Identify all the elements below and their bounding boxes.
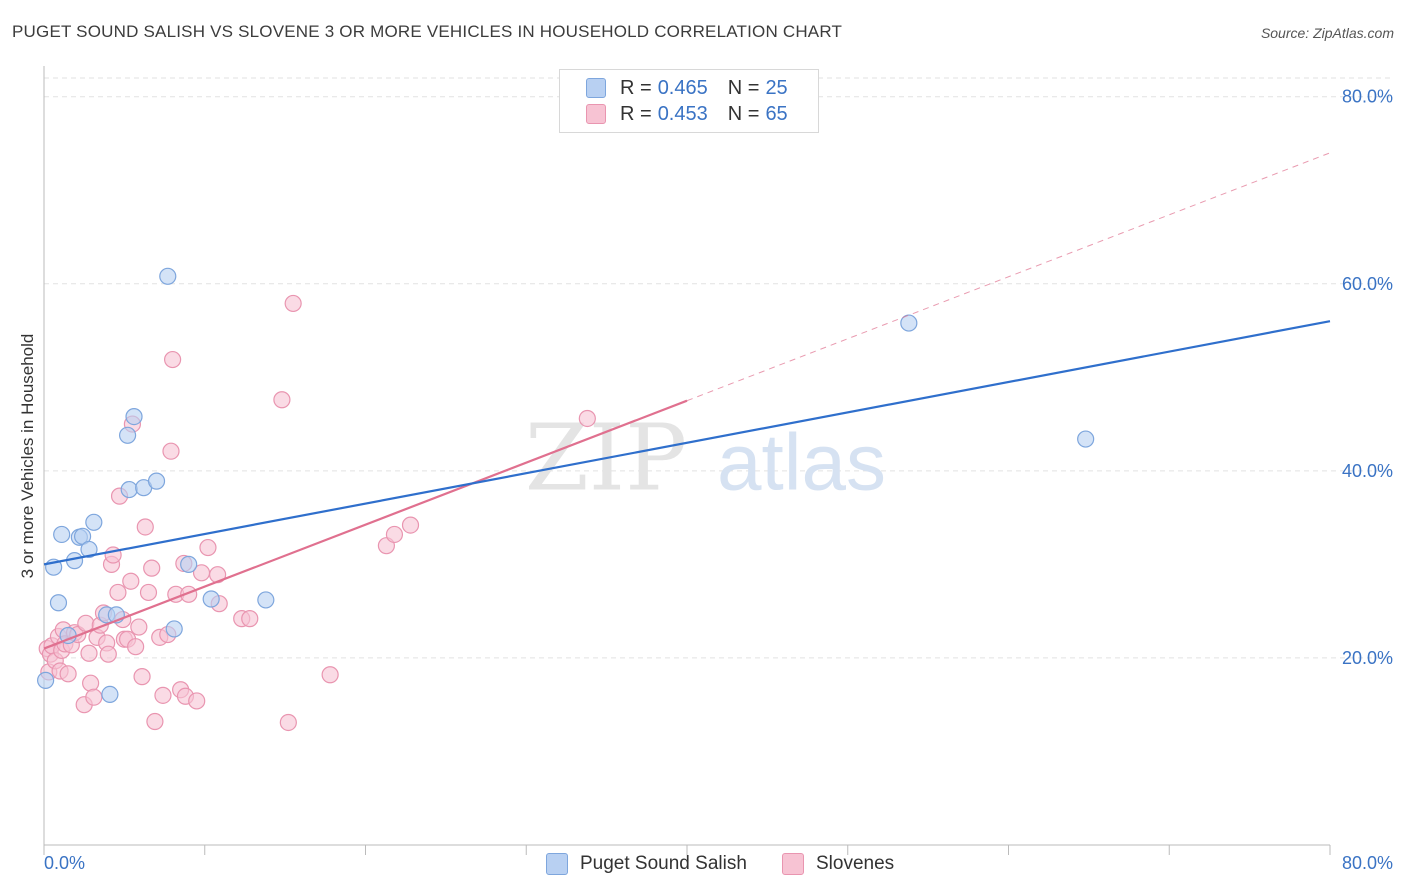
slovene-point: [109, 583, 127, 602]
slovene-point: [133, 668, 151, 686]
bottom-legend-label: Puget Sound Salish: [580, 853, 747, 874]
legend-r-value: 0.465: [657, 76, 708, 99]
bottom-legend-swatch-slovenes: [782, 853, 804, 875]
bottom-legend-swatch-salish: [546, 853, 568, 875]
slovene-point: [279, 713, 297, 732]
legend-row-slovenes: R = 0.453 N = 65: [586, 102, 788, 126]
legend-r-label: R =: [620, 102, 652, 125]
salish-point: [900, 314, 918, 332]
slovene-point: [99, 645, 117, 663]
salish-point: [1077, 430, 1095, 448]
x-tick-label: 0.0%: [44, 853, 85, 873]
slovene-point: [578, 409, 596, 428]
salish-point: [101, 685, 119, 704]
source-label: Source: ZipAtlas.com: [1260, 25, 1394, 41]
salish-point: [37, 671, 55, 689]
slovene-point: [127, 638, 145, 656]
slovene-trend-extension: [686, 152, 1331, 402]
salish-point: [180, 555, 198, 573]
slovene-point: [401, 516, 420, 534]
salish-point: [118, 426, 137, 444]
legend-n-value: 25: [765, 76, 788, 99]
salish-point: [165, 620, 183, 638]
slovene-point: [59, 665, 77, 683]
chart-title: PUGET SOUND SALISH VS SLOVENE 3 OR MORE …: [12, 22, 843, 41]
salish-trend-line: [43, 320, 1331, 566]
slovene-point: [321, 666, 339, 684]
y-axis-label: 3 or more Vehicles in Household: [18, 333, 37, 579]
slovene-point: [164, 350, 182, 369]
legend-swatch-slovenes: [586, 104, 606, 124]
y-tick-label: 40.0%: [1342, 461, 1393, 481]
salish-point: [125, 408, 143, 426]
bottom-legend-label: Slovenes: [816, 853, 895, 874]
legend-n-label: N =: [727, 102, 760, 125]
salish-point: [120, 480, 138, 499]
correlation-legend: R = 0.465 N = 25 R = 0.453 N = 65: [559, 69, 819, 133]
slovene-point: [146, 712, 164, 731]
slovene-point: [385, 525, 404, 544]
salish-point: [159, 267, 177, 285]
legend-r-label: R =: [620, 76, 652, 99]
salish-point: [202, 590, 220, 608]
legend-r-value: 0.453: [657, 102, 708, 125]
salish-point: [257, 591, 275, 609]
slovene-point: [85, 688, 103, 706]
x-tick-label: 80.0%: [1342, 853, 1393, 873]
slovene-point: [188, 692, 206, 710]
slovene-point: [154, 686, 172, 704]
slovene-point: [139, 583, 158, 602]
salish-point: [85, 513, 103, 531]
watermark-atlas: atlas: [717, 418, 886, 507]
slovene-point: [162, 442, 180, 460]
slovene-point: [284, 294, 302, 313]
slovene-point: [143, 559, 161, 577]
legend-row-salish: R = 0.465 N = 25: [586, 76, 788, 100]
legend-swatch-salish: [586, 78, 606, 98]
salish-point: [49, 594, 68, 612]
legend-n-value: 65: [765, 102, 788, 125]
slovene-point: [199, 538, 217, 557]
slovene-point: [122, 572, 140, 590]
slovene-point: [241, 610, 259, 628]
legend-n-label: N =: [727, 76, 760, 99]
bottom-legend-slovenes: Slovenes: [782, 851, 894, 877]
salish-point: [80, 540, 98, 559]
slovene-trend-line: [43, 399, 688, 650]
slovene-point: [136, 518, 154, 536]
slovene-point: [80, 644, 98, 662]
slovene-point: [77, 614, 95, 632]
y-tick-label: 80.0%: [1342, 87, 1393, 107]
bottom-legend-salish: Puget Sound Salish: [546, 851, 747, 877]
slovene-point: [82, 674, 100, 692]
salish-point: [53, 525, 71, 544]
y-tick-label: 20.0%: [1342, 648, 1393, 668]
slovene-point: [273, 391, 291, 409]
salish-point: [147, 472, 166, 490]
slovene-point: [130, 618, 148, 636]
y-tick-label: 60.0%: [1342, 274, 1393, 294]
